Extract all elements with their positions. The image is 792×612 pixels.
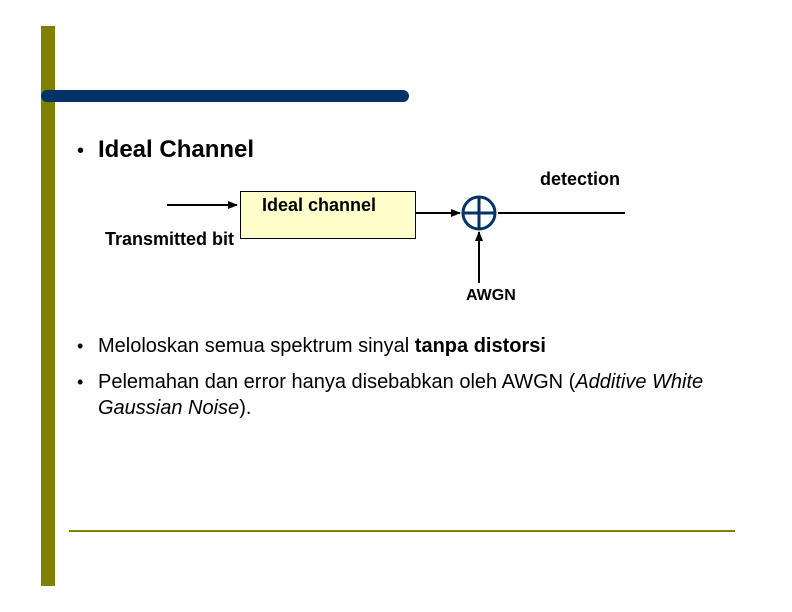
bullet-1-mark: • bbox=[77, 336, 83, 357]
bullet-1-text: Meloloskan semua spektrum sinyal tanpa d… bbox=[98, 333, 546, 359]
slide: • Ideal Channel Ideal channel detection … bbox=[0, 0, 792, 612]
bullet-1-seg-1: tanpa distorsi bbox=[415, 335, 546, 357]
diagram-svg bbox=[0, 0, 792, 612]
bullet-2-seg-0: Pelemahan dan error hanya disebabkan ole… bbox=[98, 371, 575, 393]
bullet-2-seg-2: ). bbox=[239, 397, 251, 419]
bullet-2-text: Pelemahan dan error hanya disebabkan ole… bbox=[98, 369, 718, 421]
bullet-1-seg-0: Meloloskan semua spektrum sinyal bbox=[98, 335, 415, 357]
bullet-2-mark: • bbox=[77, 372, 83, 393]
